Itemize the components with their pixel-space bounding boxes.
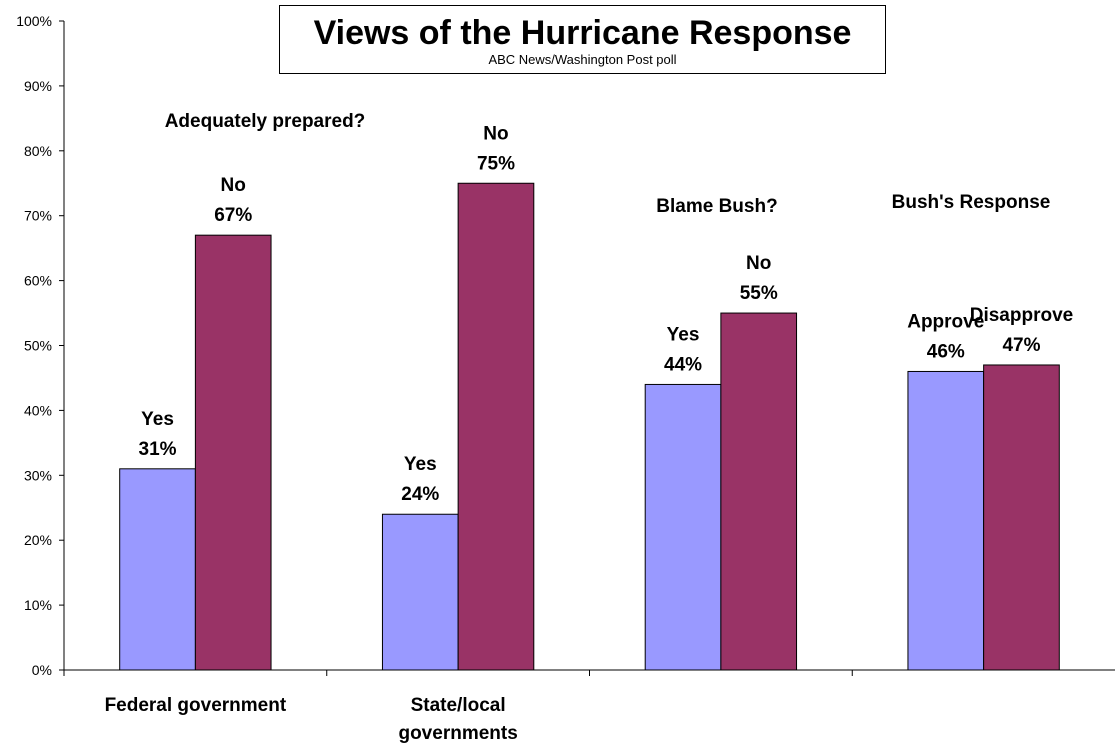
category-label: State/local governments <box>398 695 517 744</box>
y-tick-label: 10% <box>24 597 52 613</box>
y-tick-label: 40% <box>24 402 52 418</box>
chart-title: Views of the Hurricane Response <box>313 14 852 52</box>
y-tick-label: 0% <box>32 662 52 678</box>
data-label: Yes <box>404 454 437 475</box>
data-label: 67% <box>214 205 252 226</box>
data-label: Yes <box>667 324 700 345</box>
bar-series-1-cat-0 <box>194 234 272 671</box>
data-label: 46% <box>927 341 965 362</box>
group-label-bush-response: Bush's Response <box>892 192 1051 213</box>
bar-series-1-cat-2 <box>720 312 798 671</box>
chart-title-box: Views of the Hurricane Response ABC News… <box>279 5 886 74</box>
data-label: Yes <box>141 409 174 430</box>
y-tick-label: 90% <box>24 78 52 94</box>
bar-series-0-cat-1 <box>381 513 459 671</box>
y-tick-label: 80% <box>24 143 52 159</box>
y-tick-label: 70% <box>24 208 52 224</box>
data-label: Disapprove <box>970 305 1073 326</box>
y-tick-label: 20% <box>24 532 52 548</box>
data-label: 75% <box>477 153 515 174</box>
data-label: 31% <box>139 439 177 460</box>
data-label: 47% <box>1002 335 1040 356</box>
bar-series-0-cat-3 <box>907 370 985 671</box>
data-label: Approve <box>907 311 984 332</box>
data-label: 55% <box>740 283 778 304</box>
data-label: No <box>746 253 771 274</box>
bar-series-0-cat-2 <box>644 383 722 671</box>
category-label: Federal government <box>105 695 287 716</box>
bar-series-1-cat-3 <box>983 364 1060 671</box>
data-label: 44% <box>664 354 702 375</box>
y-tick-label: 60% <box>24 273 52 289</box>
bar-series-0-cat-0 <box>119 468 196 671</box>
y-tick-label: 100% <box>16 13 52 29</box>
bar-series-1-cat-1 <box>457 182 535 671</box>
group-label-adequately-prepared: Adequately prepared? <box>165 111 366 132</box>
y-tick-label: 50% <box>24 338 52 354</box>
data-label: 24% <box>401 484 439 505</box>
data-label: No <box>221 175 246 196</box>
data-label: No <box>483 123 508 144</box>
chart-subtitle: ABC News/Washington Post poll <box>488 52 677 67</box>
group-label-blame-bush: Blame Bush? <box>656 196 777 217</box>
y-tick-label: 30% <box>24 467 52 483</box>
